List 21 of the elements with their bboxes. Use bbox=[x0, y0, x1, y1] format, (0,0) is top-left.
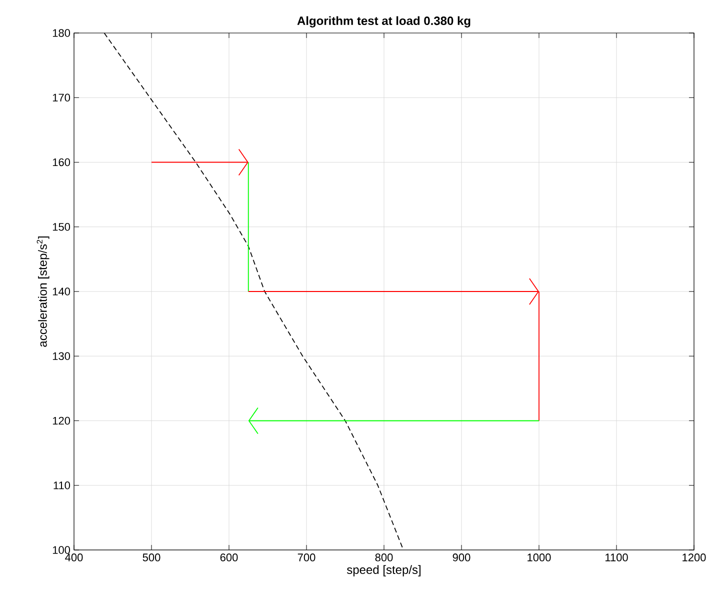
y-tick-label: 150 bbox=[52, 222, 70, 231]
x-tick-label: 500 bbox=[142, 554, 160, 562]
chart-title: Algorithm test at load 0.380 kg bbox=[297, 16, 470, 28]
y-tick-label: 140 bbox=[52, 288, 70, 296]
x-tick-label: 700 bbox=[298, 554, 316, 562]
x-tick-label: 800 bbox=[375, 554, 393, 562]
x-tick-label: 400 bbox=[65, 554, 83, 562]
x-axis-title: speed [step/s] bbox=[346, 565, 420, 576]
y-tick-label: 160 bbox=[52, 158, 70, 166]
y-tick-label: 130 bbox=[52, 352, 70, 360]
x-tick-label: 600 bbox=[220, 554, 238, 562]
y-tick-label: 180 bbox=[52, 29, 70, 37]
x-tick-label: 1100 bbox=[606, 554, 628, 562]
x-tick-label: 1200 bbox=[682, 554, 706, 562]
x-tick-label: 900 bbox=[452, 554, 470, 562]
y-axis-title: acceleration [step/s$^{2}$] bbox=[36, 236, 50, 347]
y-tick-label: 110 bbox=[54, 481, 70, 490]
y-tick-label: 120 bbox=[52, 416, 70, 425]
x-tick-label: 1000 bbox=[528, 554, 551, 562]
y-tick-label: 170 bbox=[52, 94, 70, 102]
y-tick-label: 100 bbox=[52, 546, 70, 554]
